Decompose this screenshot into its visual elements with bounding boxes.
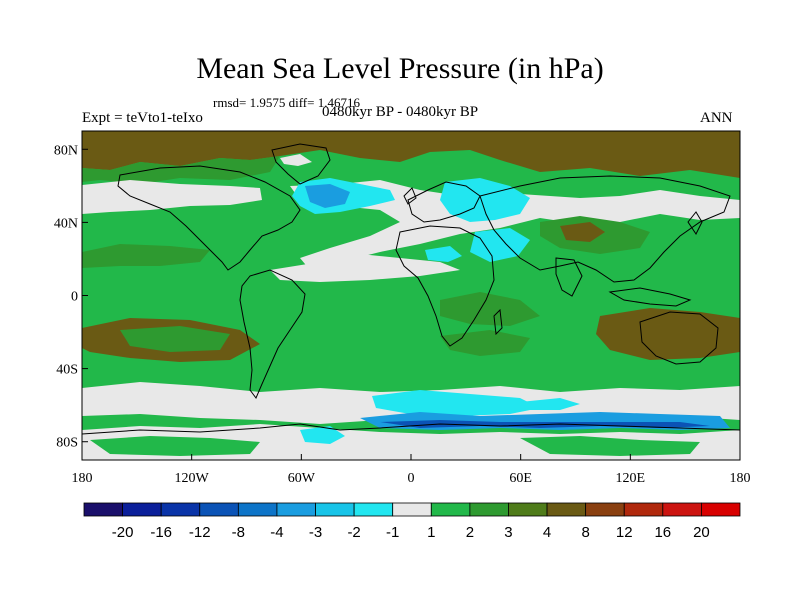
colorbar-swatch	[276, 502, 316, 517]
y-tick-label: 0	[71, 290, 78, 305]
colorbar-label: -12	[189, 524, 211, 541]
x-tick-label: 120E	[616, 471, 646, 486]
x-tick-label: 180	[730, 471, 751, 486]
australia-outline	[639, 311, 719, 365]
colorbar-label: 20	[693, 524, 710, 541]
chart-title: Mean Sea Level Pressure (in hPa)	[196, 52, 604, 85]
colorbar-label: -4	[270, 524, 283, 541]
colorbar: -20 -16 -12 -8 -4 -3 -2 -1 1 2 3 4 8 12 16 20	[83, 502, 741, 541]
x-tick-label: 60W	[288, 471, 316, 486]
europe-outline	[407, 181, 481, 223]
india-outline	[555, 257, 583, 297]
north-america-outline	[117, 165, 301, 271]
period-label: 0480kyr BP - 0480kyr BP	[322, 104, 479, 120]
colorbar-label: -3	[309, 524, 322, 541]
indonesia-outline	[608, 287, 692, 307]
field-atlantic-lower	[305, 184, 350, 208]
y-tick-label: 40N	[54, 216, 78, 231]
experiment-label: Expt = teVto1-teIxo	[82, 110, 203, 126]
x-tick-label: 0	[408, 471, 415, 486]
field-asia-high	[560, 222, 605, 242]
field-africa-low	[425, 246, 462, 262]
y-tick-label: 80S	[56, 436, 78, 451]
colorbar-swatch	[623, 502, 664, 517]
colorbar-swatch	[160, 502, 201, 517]
field-australia-high	[596, 308, 740, 360]
x-axis: 180 120W 60W 0 60E 120E 180	[72, 454, 751, 486]
colorbar-label: -16	[150, 524, 172, 541]
field-antarctic-green-1	[90, 436, 260, 456]
colorbar-label: 12	[616, 524, 633, 541]
field-southern-low	[372, 390, 540, 416]
colorbar-swatch	[546, 502, 587, 517]
madagascar-outline	[493, 308, 503, 336]
colorbar-label: -2	[347, 524, 360, 541]
colorbar-label: -8	[232, 524, 245, 541]
colorbar-swatch	[469, 502, 509, 517]
uk-outline	[403, 187, 417, 205]
y-axis: 80N 40N 0 40S 80S	[54, 143, 88, 451]
greenland-outline	[271, 143, 331, 185]
coastlines	[82, 143, 740, 435]
season-label: ANN	[700, 110, 733, 126]
field-subtropic-neutral	[270, 254, 460, 282]
colorbar-swatch	[430, 502, 471, 517]
field-natlantic-neutral	[290, 180, 740, 270]
field-southern-low-2	[520, 398, 580, 410]
colorbar-label: -1	[386, 524, 399, 541]
colorbar-swatch	[585, 502, 625, 517]
y-tick-label: 40S	[56, 363, 78, 378]
field-arctic-mid	[82, 156, 280, 184]
colorbar-label: 2	[466, 524, 474, 541]
colorbar-swatch	[199, 502, 239, 517]
colorbar-label: 3	[504, 524, 512, 541]
x-tick-label: 180	[72, 471, 93, 486]
south-america-outline	[239, 269, 306, 399]
colorbar-swatch	[508, 502, 548, 517]
colorbar-swatch	[392, 502, 432, 517]
field-arctic-high	[82, 131, 740, 178]
colorbar-swatch	[122, 502, 162, 517]
x-tick-label: 60E	[509, 471, 532, 486]
colorbar-swatch	[353, 502, 394, 517]
field-npacific-neutral	[82, 180, 262, 214]
colorbar-label: 4	[543, 524, 551, 541]
x-tick-label: 120W	[175, 471, 210, 486]
field-greenland-neutral	[280, 154, 312, 166]
colorbar-label: 16	[654, 524, 671, 541]
asia-outline	[479, 175, 731, 283]
field-npacific-mid	[82, 244, 210, 268]
colorbar-swatch	[701, 502, 741, 517]
stats-text: rmsd= 1.9575 diff= 1.46716	[213, 95, 360, 110]
antarctica-outline	[82, 423, 740, 435]
field-spacific-mid	[120, 326, 230, 352]
map-plot-area	[82, 131, 740, 460]
field-weddell-low	[300, 426, 345, 444]
y-tick-label: 80N	[54, 143, 78, 158]
colorbar-swatch	[315, 502, 355, 517]
japan-outline	[687, 211, 703, 235]
colorbar-label: -20	[112, 524, 134, 541]
colorbar-swatch	[662, 502, 702, 517]
field-antarctic-green-2	[520, 436, 700, 456]
colorbar-swatch	[237, 502, 278, 517]
africa-outline	[395, 225, 495, 347]
colorbar-swatch	[83, 502, 123, 517]
colorbar-label: 1	[427, 524, 435, 541]
colorbar-label: 8	[581, 524, 589, 541]
field-indian-mid	[440, 292, 540, 326]
